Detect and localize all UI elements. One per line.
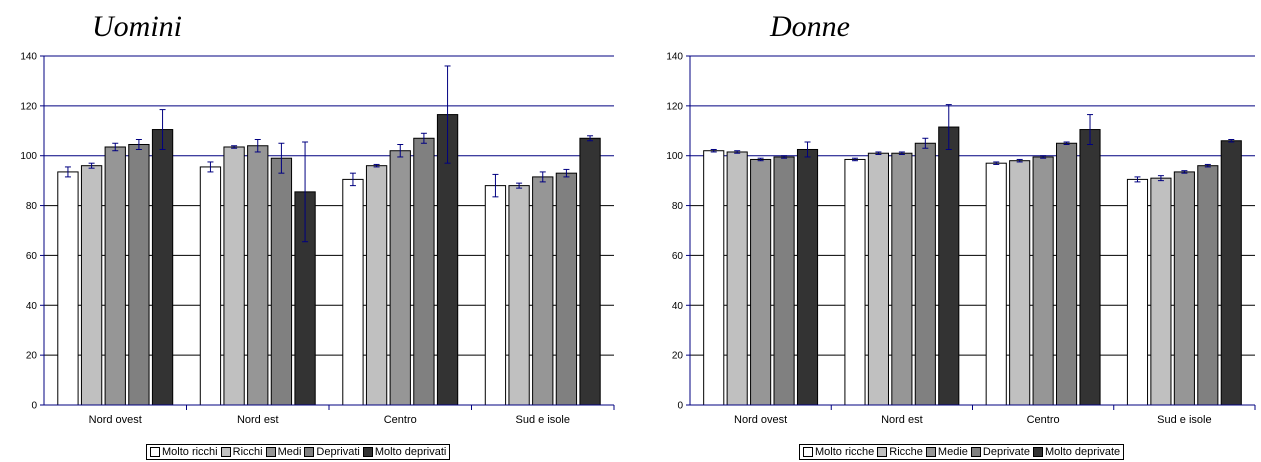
chart-title-uomini: Uomini [92, 10, 182, 43]
legend-uomini: Molto ricchi Ricchi Medi Deprivati Molto dep… [146, 444, 451, 460]
legend-label: Ricche [889, 446, 923, 458]
bar [532, 176, 554, 406]
y-tick-label: 120 [666, 101, 683, 112]
legend-label: Deprivate [982, 446, 1030, 458]
bar [773, 156, 795, 406]
legend-swatch [362, 447, 373, 457]
legend-item: Molto deprivate [1032, 446, 1121, 458]
legend-swatch [265, 447, 276, 457]
legend-label: Deprivati [316, 446, 360, 458]
bar [555, 172, 578, 406]
bar [1009, 160, 1031, 406]
bar [867, 152, 889, 406]
bar [1056, 142, 1078, 406]
bar [104, 146, 126, 406]
bar [223, 146, 245, 406]
bar [1079, 129, 1101, 406]
legend-swatch [970, 447, 981, 457]
chart-title-donne: Donne [770, 10, 850, 43]
y-tick-label: 0 [31, 401, 37, 412]
legend-label: Ricchi [232, 446, 263, 458]
category-label: Centro [384, 414, 417, 426]
y-tick-label: 20 [672, 351, 684, 362]
legend-swatch [220, 447, 231, 457]
legend-label: Medie [937, 446, 968, 458]
chart-uomini: 0 20 40 60 80 100 120 140 Nord ovest Nord est Cent… [20, 52, 615, 426]
category-label: Centro [1027, 414, 1060, 426]
category-label: Nord est [881, 414, 923, 426]
legend-item: Molto deprivati [362, 446, 447, 458]
y-tick-label: 80 [672, 201, 684, 212]
legend-label: Molto ricche [815, 446, 875, 458]
category-label: Nord est [237, 414, 279, 426]
bar [750, 158, 772, 406]
y-tick-label: 60 [26, 251, 38, 262]
y-tick-label: 60 [672, 251, 684, 262]
y-tick-label: 0 [677, 401, 683, 412]
bar [891, 152, 913, 406]
bar [579, 137, 601, 406]
bar [199, 166, 222, 406]
legend-swatch [304, 447, 315, 457]
bar [1173, 171, 1195, 406]
y-tick-label: 100 [20, 151, 37, 162]
category-label: Sud e isole [516, 414, 570, 426]
category-label: Nord ovest [89, 414, 142, 426]
legend-item: Medie [925, 446, 968, 458]
y-tick-label: 80 [26, 201, 38, 212]
legend-swatch [877, 447, 888, 457]
bar [151, 129, 174, 406]
legend-label: Molto ricchi [162, 446, 218, 458]
legend-item: Ricche [877, 446, 923, 458]
y-tick-label: 140 [666, 52, 683, 63]
bar [1126, 178, 1149, 406]
bar [484, 185, 507, 406]
chart-donne: 0 20 40 60 80 100 120 140 Nord ovest Nord est Cent… [666, 52, 1256, 426]
bar [342, 178, 364, 406]
y-tick-label: 40 [672, 301, 684, 312]
legend-item: Deprivate [970, 446, 1030, 458]
bar [938, 126, 960, 406]
bar [247, 145, 269, 406]
bar [985, 162, 1007, 406]
legend-label: Molto deprivate [1044, 446, 1121, 458]
legend-swatch [1032, 447, 1043, 457]
bar [1150, 177, 1172, 406]
bar [914, 142, 936, 406]
legend-item: Molto ricchi [150, 446, 218, 458]
bar [508, 185, 530, 406]
bar [726, 151, 748, 406]
bar [703, 150, 725, 406]
bar [1197, 165, 1219, 406]
bar [413, 137, 435, 406]
legend-item: Molto ricche [803, 446, 874, 458]
y-tick-label: 100 [666, 151, 683, 162]
y-tick-label: 40 [26, 301, 38, 312]
bar [389, 150, 411, 406]
legend-item: Deprivati [304, 446, 360, 458]
y-tick-label: 20 [26, 351, 38, 362]
category-label: Sud e isole [1157, 414, 1211, 426]
legend-label: Medi [277, 446, 302, 458]
bar [796, 148, 819, 406]
legend-item: Ricchi [220, 446, 263, 458]
y-tick-label: 140 [20, 52, 37, 63]
bar [1220, 140, 1242, 406]
bar [270, 157, 293, 406]
legend-donne: Molto ricche Ricche Medie Deprivate Molto de… [799, 444, 1125, 460]
bar [1032, 156, 1054, 406]
bar [128, 143, 150, 406]
bar [365, 165, 388, 406]
bar [57, 171, 79, 406]
category-label: Nord ovest [734, 414, 787, 426]
bar [80, 165, 103, 406]
legend-swatch [803, 447, 813, 457]
y-tick-label: 120 [20, 101, 37, 112]
bar [844, 158, 866, 406]
legend-swatch [925, 447, 936, 457]
legend-label: Molto deprivati [374, 446, 447, 458]
legend-swatch [150, 447, 160, 457]
legend-item: Medi [265, 446, 302, 458]
